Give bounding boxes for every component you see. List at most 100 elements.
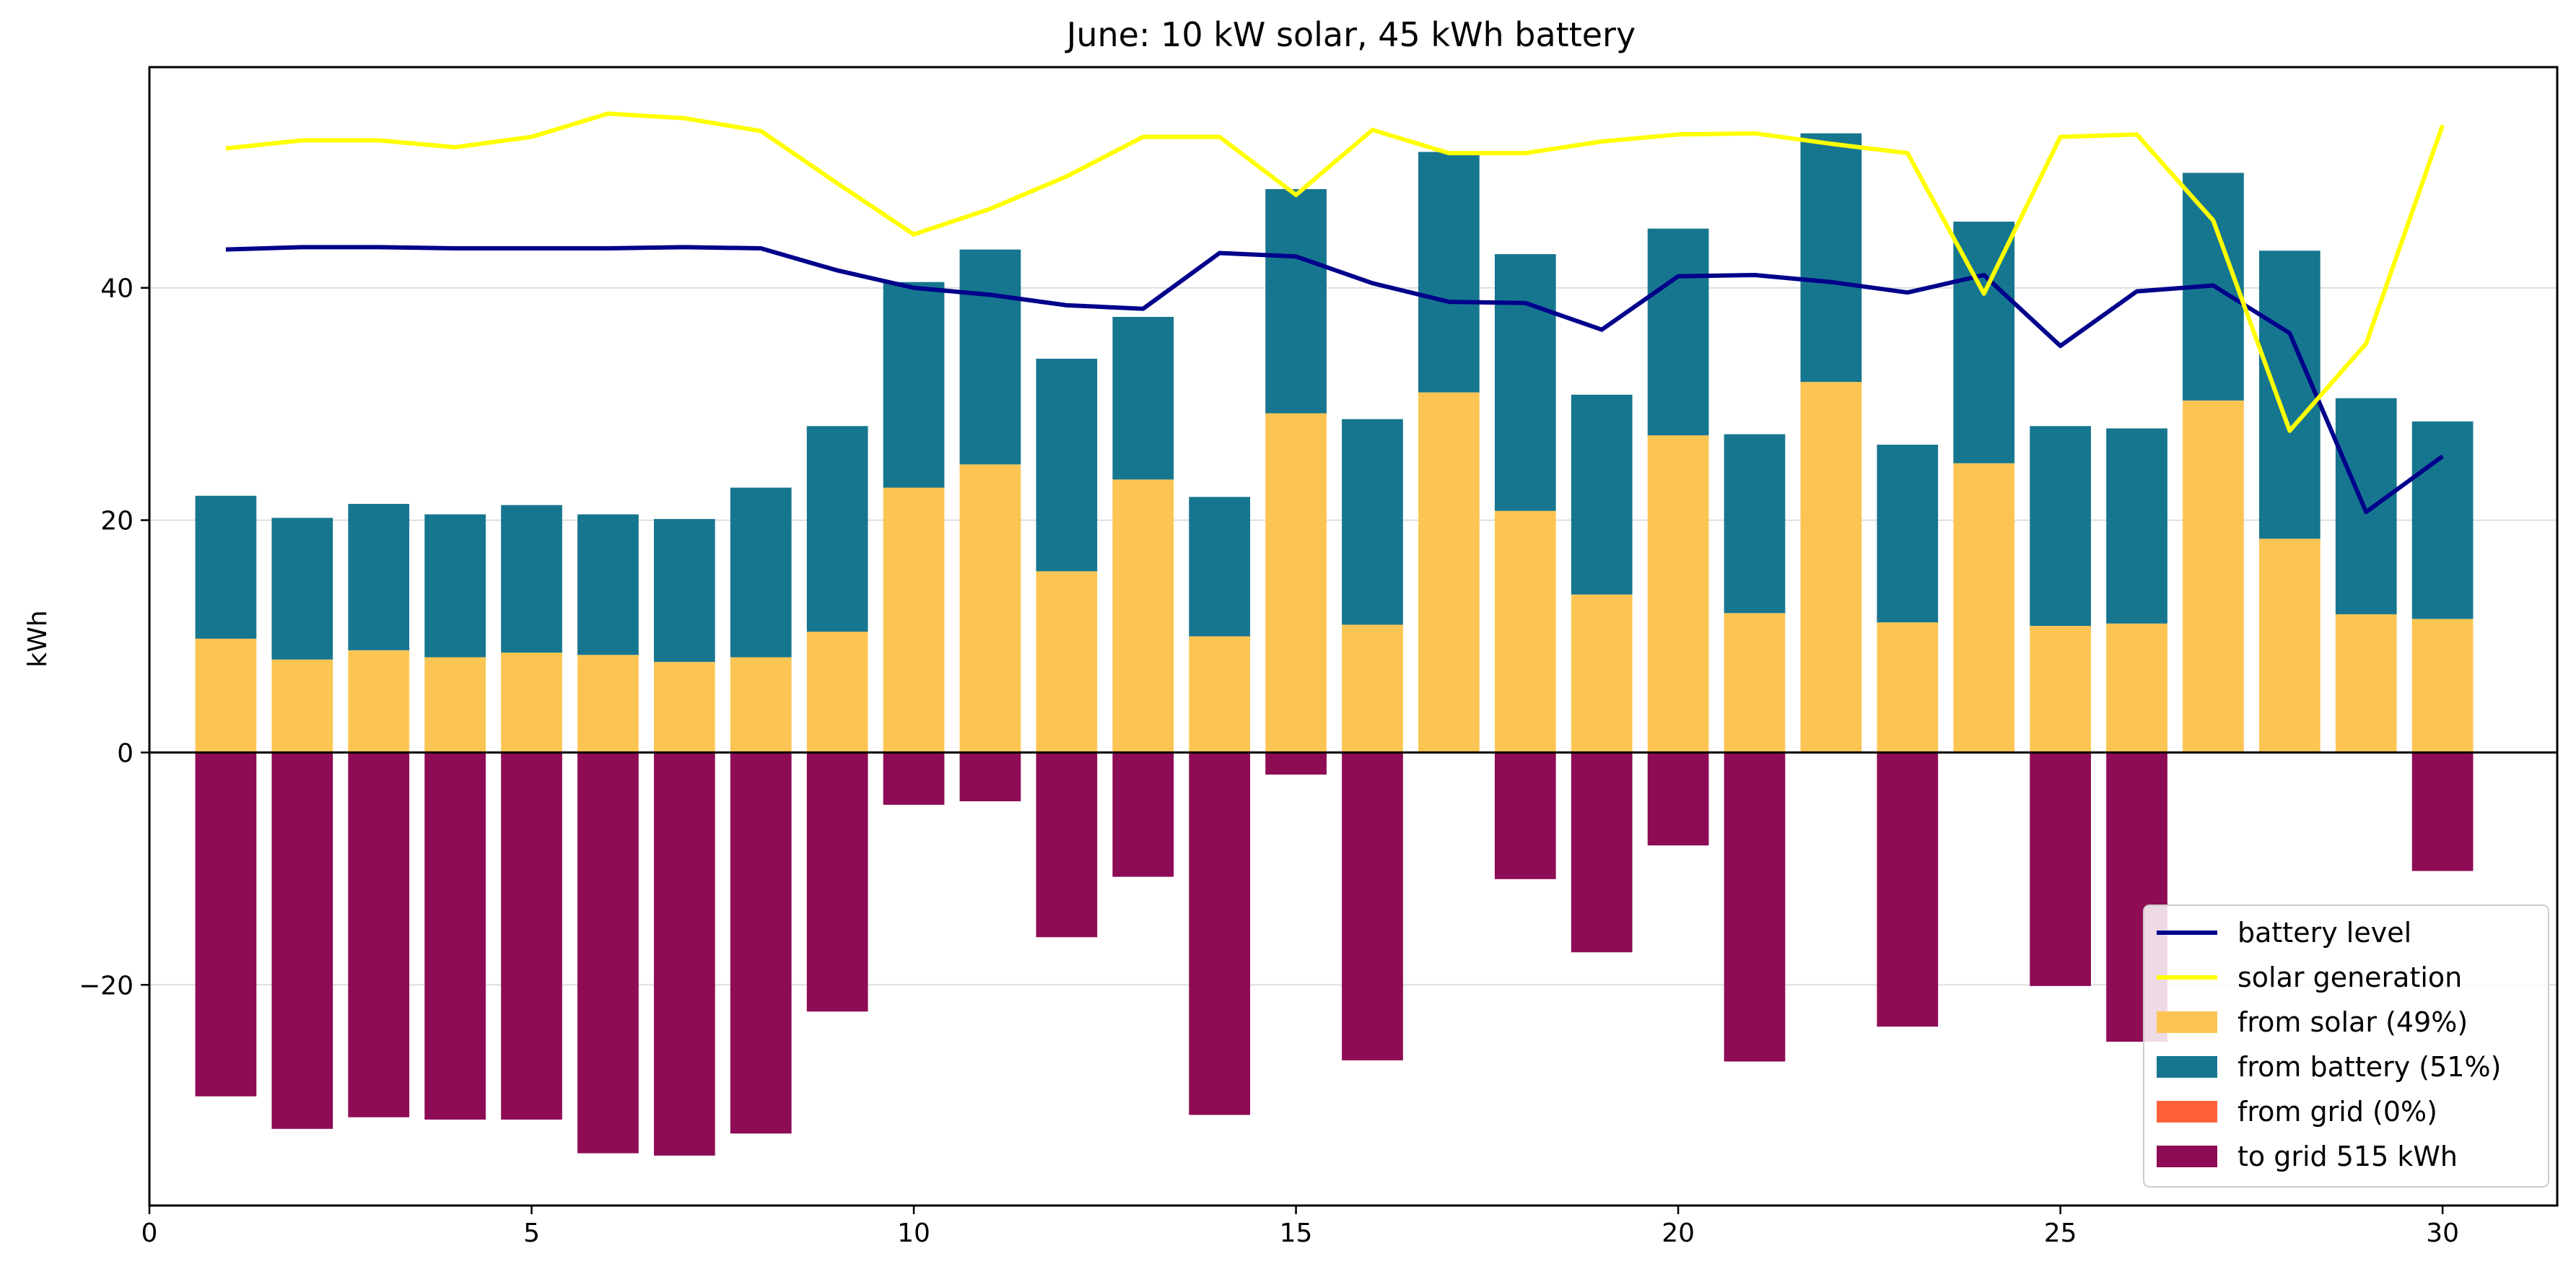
bar-from-battery bbox=[424, 514, 486, 658]
bar-from-solar bbox=[501, 653, 562, 753]
bar-from-battery bbox=[959, 249, 1021, 465]
legend-swatch-from-grid bbox=[2157, 1101, 2217, 1123]
line-battery-level bbox=[225, 245, 2444, 515]
bar-from-solar bbox=[1724, 613, 1786, 753]
bar-to-grid bbox=[2030, 752, 2091, 986]
bar-from-battery bbox=[653, 518, 715, 662]
bar-to-grid bbox=[1647, 752, 1709, 846]
bar-from-solar bbox=[883, 487, 945, 753]
bar-from-battery bbox=[1265, 188, 1327, 414]
bar-from-battery bbox=[1800, 133, 1862, 383]
bar-from-solar bbox=[2335, 614, 2397, 753]
axes: 0 5 10 15 20 25 30 −20 0 20 40 bbox=[79, 66, 2559, 1248]
bar-from-solar bbox=[653, 661, 715, 753]
bar-from-battery bbox=[2411, 421, 2474, 619]
bar-from-battery bbox=[1647, 228, 1709, 436]
bar-from-solar bbox=[348, 650, 410, 753]
series-lines bbox=[225, 111, 2445, 515]
bar-from-solar bbox=[195, 638, 257, 753]
legend-swatch-from-battery bbox=[2157, 1056, 2217, 1078]
bar-from-battery bbox=[806, 426, 868, 632]
bar-to-grid bbox=[348, 752, 410, 1117]
bar-from-battery bbox=[1342, 419, 1403, 625]
bar-from-battery bbox=[2030, 426, 2091, 627]
bar-from-solar bbox=[806, 632, 868, 753]
legend-label-to-grid: to grid 515 kWh bbox=[2237, 1141, 2458, 1172]
y-tick-label: −20 bbox=[79, 971, 134, 1001]
plot-frame bbox=[148, 66, 2559, 1207]
bar-to-grid bbox=[1265, 752, 1327, 775]
bar-from-solar bbox=[1189, 636, 1251, 753]
x-tick-label: 20 bbox=[1662, 1219, 1695, 1248]
bar-from-solar bbox=[424, 657, 486, 753]
chart-title: June: 10 kW solar, 45 kWh battery bbox=[1065, 15, 1636, 54]
legend-label-from-grid: from grid (0%) bbox=[2237, 1096, 2437, 1128]
bar-from-battery bbox=[2106, 428, 2167, 624]
legend-label-battery-level: battery level bbox=[2237, 917, 2411, 949]
x-tick-label: 0 bbox=[141, 1219, 158, 1248]
legend-swatch-to-grid bbox=[2157, 1146, 2217, 1167]
bar-to-grid bbox=[959, 752, 1021, 802]
legend-box bbox=[2143, 905, 2549, 1187]
legend-swatch-from-solar bbox=[2157, 1011, 2217, 1033]
bar-to-grid bbox=[1494, 752, 1556, 879]
bar-from-solar bbox=[1571, 594, 1633, 753]
bar-from-battery bbox=[1036, 358, 1098, 572]
bar-to-grid bbox=[577, 752, 639, 1154]
bar-to-grid bbox=[424, 752, 486, 1120]
bar-to-grid bbox=[730, 752, 792, 1134]
bar-to-grid bbox=[501, 752, 562, 1120]
bar-from-solar bbox=[2183, 400, 2244, 753]
bar-from-battery bbox=[1953, 222, 2015, 463]
bar-from-battery bbox=[2258, 250, 2320, 539]
bar-to-grid bbox=[806, 752, 868, 1012]
bar-to-grid bbox=[1189, 752, 1251, 1115]
bar-from-solar bbox=[1647, 435, 1709, 753]
bar-to-grid bbox=[653, 752, 715, 1156]
bar-from-battery bbox=[1494, 254, 1556, 511]
bar-from-battery bbox=[730, 487, 792, 658]
bar-from-solar bbox=[1418, 392, 1480, 753]
legend-label-from-battery: from battery (51%) bbox=[2237, 1051, 2501, 1083]
bar-from-battery bbox=[883, 282, 945, 488]
y-tick-label: 20 bbox=[100, 507, 134, 536]
bar-to-grid bbox=[2411, 752, 2474, 871]
bar-from-solar bbox=[2411, 619, 2474, 753]
bar-from-battery bbox=[1189, 497, 1251, 637]
bar-from-battery bbox=[501, 505, 562, 653]
bar-from-solar bbox=[1112, 479, 1174, 753]
bar-to-grid bbox=[1877, 752, 1939, 1027]
bar-from-battery bbox=[1418, 152, 1480, 393]
bar-to-grid bbox=[883, 752, 945, 805]
bar-from-solar bbox=[577, 655, 639, 753]
bar-from-battery bbox=[2335, 398, 2397, 614]
legend-label-from-solar: from solar (49%) bbox=[2237, 1006, 2468, 1038]
bar-from-solar bbox=[1342, 624, 1403, 753]
bar-from-battery bbox=[348, 504, 410, 650]
y-axis-label: kWh bbox=[23, 610, 53, 667]
bar-from-solar bbox=[1800, 382, 1862, 753]
line-solar-generation bbox=[225, 111, 2445, 433]
bar-from-battery bbox=[1571, 394, 1633, 595]
bar-from-solar bbox=[2106, 623, 2167, 753]
bar-from-battery bbox=[271, 518, 333, 660]
bar-to-grid bbox=[1724, 752, 1786, 1062]
bar-from-solar bbox=[2030, 626, 2091, 753]
bar-from-battery bbox=[1112, 316, 1174, 480]
bar-from-battery bbox=[195, 495, 257, 639]
bar-from-solar bbox=[1494, 510, 1556, 753]
bar-from-battery bbox=[577, 514, 639, 655]
x-tick-label: 15 bbox=[1280, 1219, 1313, 1248]
bar-to-grid bbox=[271, 752, 333, 1129]
bar-from-solar bbox=[1036, 571, 1098, 753]
bar-from-solar bbox=[271, 659, 333, 753]
bar-to-grid bbox=[195, 752, 257, 1097]
bar-to-grid bbox=[1571, 752, 1633, 953]
bar-from-solar bbox=[730, 657, 792, 753]
x-tick-label: 5 bbox=[523, 1219, 540, 1248]
legend: battery level solar generation from solar … bbox=[2143, 905, 2549, 1187]
bar-to-grid bbox=[1036, 752, 1098, 938]
legend-label-solar-generation: solar generation bbox=[2237, 962, 2462, 993]
bar-from-solar bbox=[1877, 622, 1939, 753]
